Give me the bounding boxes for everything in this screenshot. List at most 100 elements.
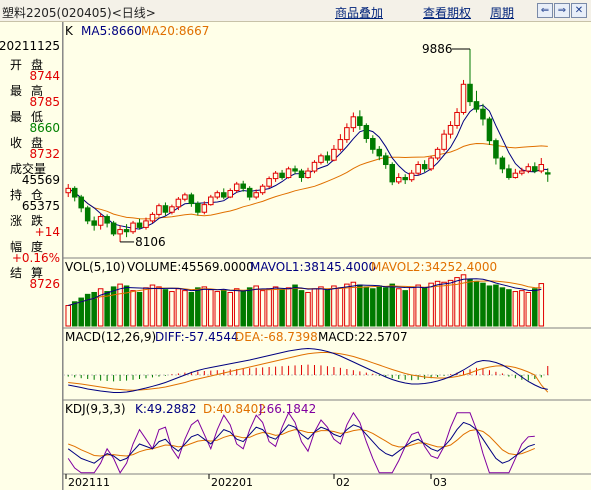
volume-bar [421, 287, 428, 327]
x-date-label: 202201 [211, 476, 253, 489]
candle [91, 220, 97, 226]
candle [538, 164, 545, 172]
period-link[interactable]: 周期 [490, 6, 515, 20]
volume-bar [220, 290, 227, 327]
candle [246, 187, 253, 198]
candle [337, 139, 344, 150]
volume-bar [156, 286, 162, 327]
macd-title: MACD(12,26,9) [65, 330, 156, 344]
volume-bar [214, 291, 221, 327]
high-marker-label: 9886 [422, 42, 453, 56]
candle [421, 164, 428, 170]
volume-bar [65, 305, 72, 327]
volume-bar [447, 279, 454, 327]
volume-bar [91, 291, 97, 327]
candle [318, 155, 324, 163]
volume-bar [402, 290, 408, 327]
volume-bar [467, 278, 473, 327]
title-bar: 塑料2205(020405)<日线> 商品叠加 查看期权 周期 ⇐ ⇒ ✕ [0, 0, 591, 22]
volume-bar [486, 285, 493, 327]
volume-bar [188, 291, 195, 327]
candle [227, 190, 234, 198]
volume-bar [272, 286, 279, 327]
volume-bar [195, 287, 201, 327]
candle [149, 213, 156, 222]
candle [324, 155, 331, 161]
info-value-8: 8726 [29, 277, 60, 291]
window-title: 塑料2205(020405)<日线> [2, 6, 156, 20]
candle [117, 229, 123, 235]
close-icon[interactable]: ✕ [571, 3, 587, 18]
volume-bar [266, 288, 272, 327]
volume-bar [246, 287, 253, 327]
volume-bar [512, 291, 519, 327]
candle [512, 172, 519, 179]
volume-bar [506, 289, 512, 327]
volume-bar [357, 284, 363, 327]
volume-bar [428, 282, 434, 327]
view-options-link[interactable]: 查看期权 [423, 6, 472, 20]
candle [266, 178, 272, 187]
volume-bar [415, 284, 421, 327]
info-label-0: 开盘 [10, 58, 53, 72]
candle [253, 192, 259, 198]
k-label: K [65, 24, 74, 38]
candle [331, 148, 337, 161]
info-date: 20211125 [0, 39, 60, 53]
volume-bar [389, 283, 396, 327]
candle [233, 183, 240, 192]
info-value-3: 8732 [29, 147, 60, 161]
candle [376, 148, 383, 157]
info-value-4: 45569 [21, 173, 60, 187]
volume-bar [324, 289, 331, 327]
volume-bar [110, 286, 117, 327]
candle [454, 111, 460, 126]
volume-bar [285, 287, 292, 327]
candle [292, 168, 298, 172]
candle [447, 124, 454, 135]
prev-arrow-icon[interactable]: ⇐ [537, 3, 553, 18]
info-label-8: 结算 [10, 266, 53, 280]
volume-bar [149, 284, 156, 327]
volume-bar [78, 297, 84, 327]
low-marker-label: 8106 [135, 235, 166, 249]
volume-bar [71, 301, 78, 327]
ma5-label: MA5:8660 [81, 24, 142, 38]
candle [201, 204, 208, 213]
volume-bar [292, 284, 298, 327]
volume-bar [253, 285, 259, 327]
volume-bar [298, 290, 305, 327]
candle [402, 177, 408, 181]
dea-line [68, 352, 549, 393]
candle [259, 185, 266, 194]
candle [169, 206, 175, 213]
volume-bar [259, 290, 266, 327]
candle [305, 170, 311, 179]
dea-label: DEA:-68.7398 [235, 330, 318, 344]
volume-bar [201, 286, 208, 327]
candle [467, 83, 473, 103]
candle [78, 196, 84, 209]
volume-bar [331, 285, 337, 327]
info-value-2: 8660 [29, 121, 60, 135]
d-value-label: D:40.8402 [203, 402, 266, 416]
volume-bar [344, 283, 350, 327]
volume-bar [162, 289, 169, 327]
candle [441, 133, 447, 150]
mavol1-line [68, 278, 542, 306]
commodity-overlay-link[interactable]: 商品叠加 [335, 6, 384, 20]
next-arrow-icon[interactable]: ⇒ [554, 3, 570, 18]
kdj-title: KDJ(9,3,3) [65, 402, 126, 416]
volume-bar [480, 282, 486, 327]
info-value-5: 65375 [21, 199, 60, 213]
candle [408, 172, 415, 181]
volume-bar [208, 289, 214, 327]
volume-bar [305, 291, 311, 327]
candle [382, 155, 389, 166]
ma5-line [67, 104, 548, 230]
volume-bar [233, 288, 240, 327]
diff-line [68, 347, 548, 393]
volume-bar [130, 290, 136, 327]
diff-label: DIFF:-57.4544 [155, 330, 239, 344]
kline-chart[interactable]: 9886 8106 K MA5:8660 MA20:8667 VOL(5,10) VOLUM… [63, 22, 591, 490]
